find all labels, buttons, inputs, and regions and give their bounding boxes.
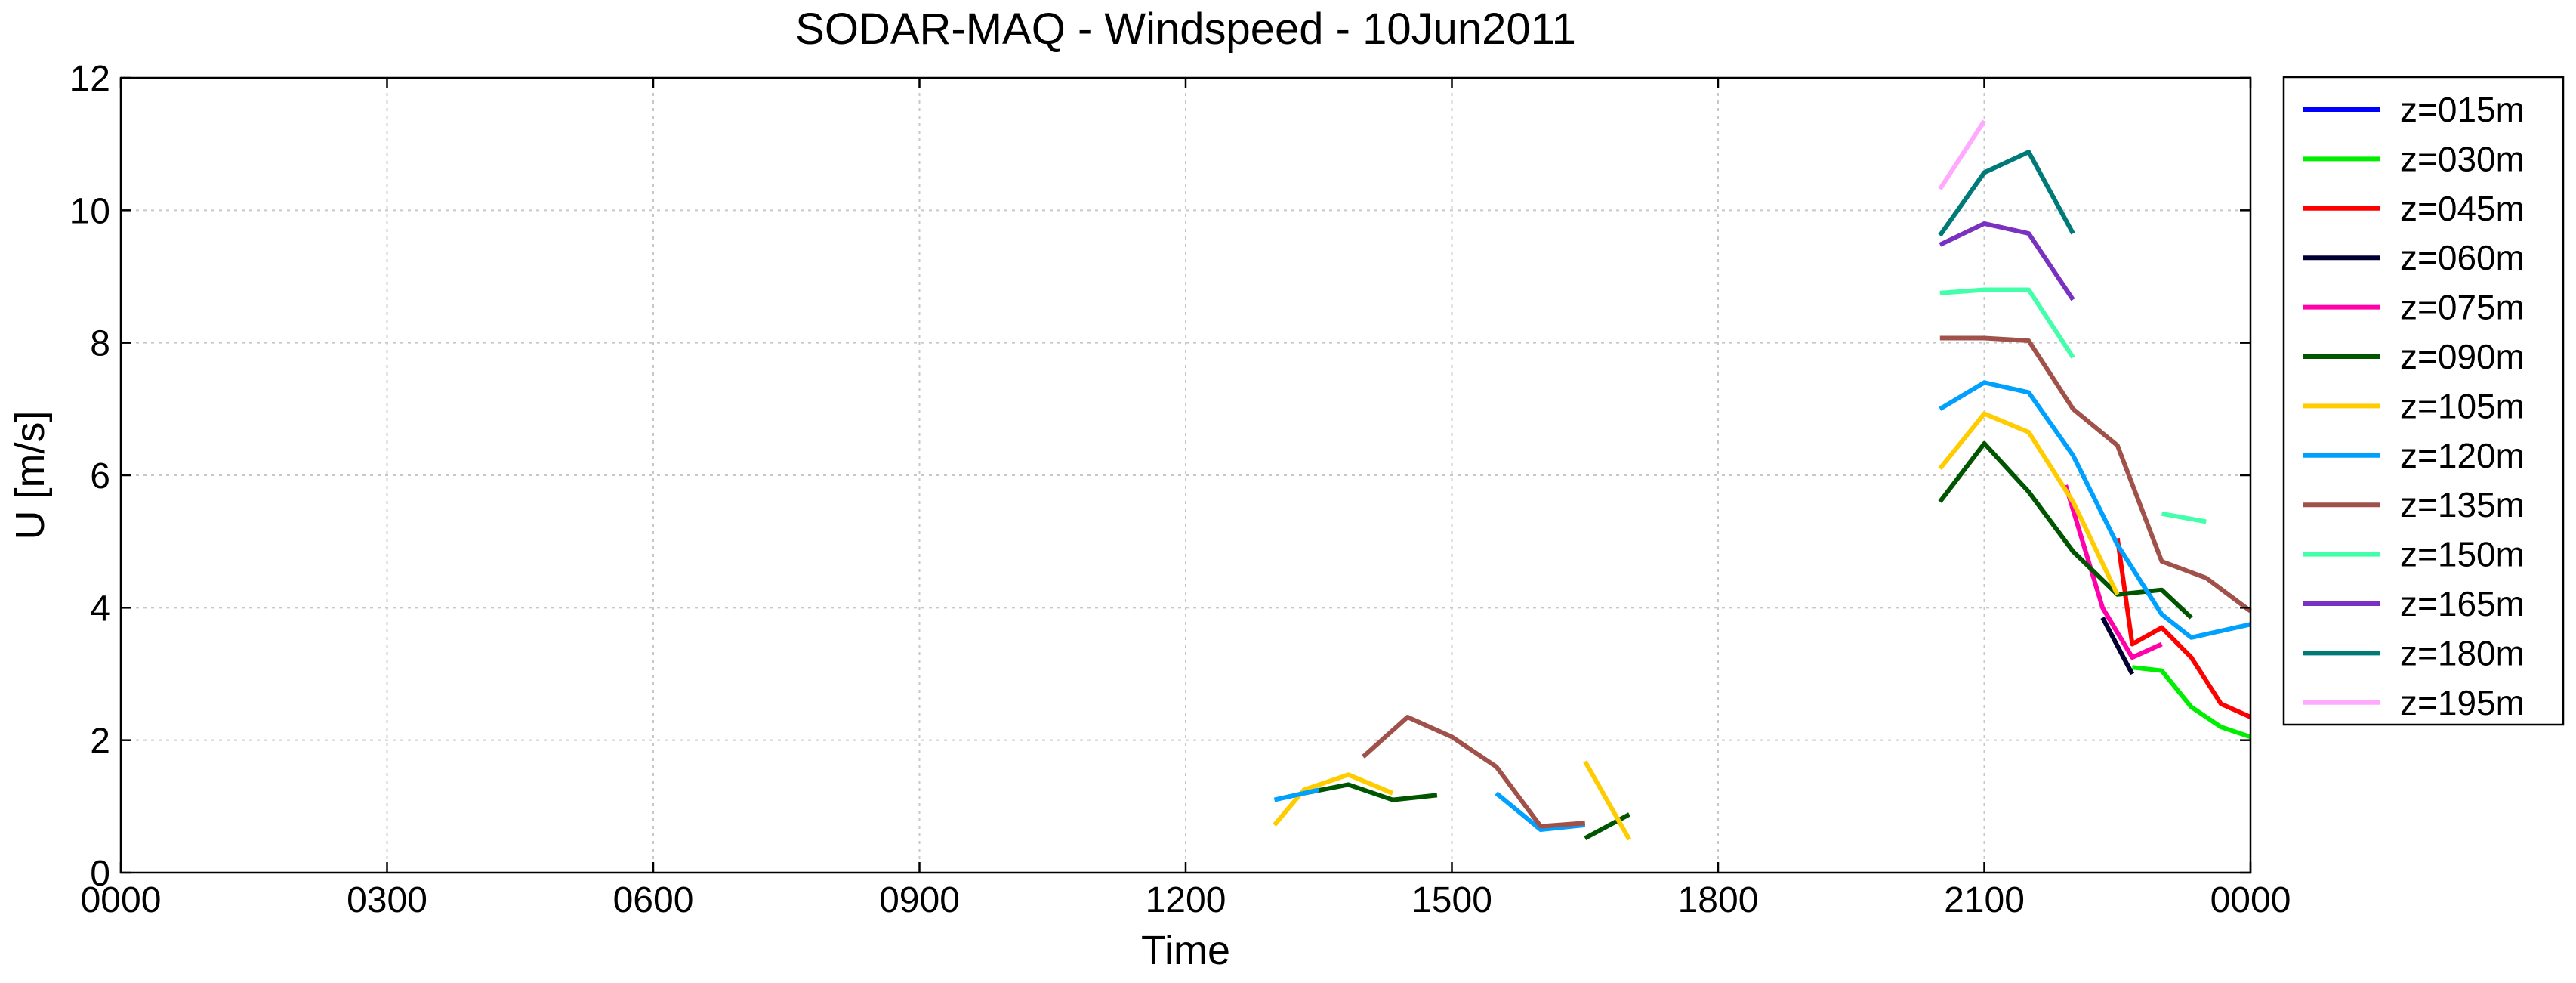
y-tick-label: 0 [90,854,110,894]
y-tick-label: 6 [90,456,110,496]
series-line-z=180m [1938,150,2075,237]
legend-box [2282,76,2565,726]
y-tick-label: 2 [90,722,110,762]
x-tick-label: 2100 [1944,880,2025,920]
x-tick-label: 1500 [1411,880,1492,920]
legend-label: z=060m [2400,238,2525,277]
legend-label: z=195m [2400,683,2525,722]
y-axis-ticks: 0 2 4 6 8 10 12 [70,59,2251,894]
series-line-z=090m [1584,812,1630,841]
x-tick-label: 0600 [613,880,694,920]
series-line-z=135m [1939,335,2252,614]
series-line-z=150m [2161,511,2207,524]
legend-label: z=030m [2400,139,2525,178]
x-axis-ticks: 0000 0300 0600 0900 1200 1500 1800 2100 0000 [81,78,2291,920]
series-line-z=150m [1939,287,2075,359]
x-tick-label: 0000 [2210,880,2291,920]
series-line-z=105m [1273,772,1394,827]
x-tick-label: 0000 [81,880,162,920]
series-line-z=105m [1938,411,2120,596]
legend-label: z=120m [2400,436,2525,475]
x-tick-label: 1800 [1678,880,1759,920]
series-line-z=195m [1938,119,1987,190]
series-line-z=030m [2132,665,2251,740]
y-tick-label: 12 [70,59,110,99]
legend-label: z=090m [2400,337,2525,376]
legend: z=015m z=030m z=045m z=060m z=075m z=090m z=10… [2282,76,2565,726]
series-line-z=120m [1495,791,1586,832]
chart-title: SODAR-MAQ - Windspeed - 10Jun2011 [795,5,1576,54]
legend-label: z=105m [2400,386,2525,425]
legend-label: z=075m [2400,288,2525,327]
y-tick-label: 8 [90,324,110,364]
x-axis-label: Time [1141,928,1230,973]
legend-label: z=180m [2400,633,2525,672]
series-line-z=120m [1939,380,2251,640]
series-line-z=105m [1583,760,1632,841]
y-tick-label: 10 [70,191,110,231]
legend-items: z=015m z=030m z=045m z=060m z=075m z=090m z=10… [2303,90,2525,722]
y-tick-label: 4 [90,589,110,629]
series-line-z=045m [2115,537,2252,719]
series-lines [1273,119,2252,841]
legend-label: z=045m [2400,189,2525,228]
legend-label: z=150m [2400,535,2525,574]
legend-label: z=165m [2400,584,2525,623]
x-tick-label: 1200 [1146,880,1226,920]
series-line-z=135m [1361,715,1586,829]
series-line-z=075m [2063,484,2163,660]
x-tick-label: 0300 [347,880,427,920]
x-tick-label: 0900 [879,880,960,920]
series-line-z=165m [1939,221,2075,301]
legend-label: z=135m [2400,485,2525,524]
series-line-z=060m [2100,617,2135,675]
series-line-z=090m [1303,782,1438,802]
series-line-z=090m [1938,440,2193,620]
legend-label: z=015m [2400,90,2525,129]
series-line-z=120m [1273,787,1319,802]
y-axis-label: U [m/s] [8,411,53,540]
grid-lines [121,78,2251,873]
